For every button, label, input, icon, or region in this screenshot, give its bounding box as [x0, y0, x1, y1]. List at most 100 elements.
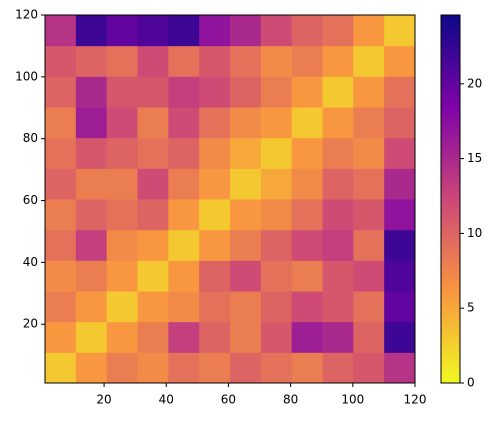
heatmap-cell [353, 15, 385, 47]
heatmap-cell [75, 168, 108, 200]
heatmap-cell [384, 199, 416, 231]
heatmap-cell [230, 137, 262, 169]
heatmap-cell [230, 260, 262, 292]
heatmap-cell [45, 107, 77, 139]
y-tick-label: 60 [23, 193, 38, 207]
heatmap-cell [353, 45, 385, 77]
heatmap-cell [75, 15, 108, 47]
heatmap-cell [199, 260, 231, 292]
heatmap-cell [384, 352, 416, 384]
heatmap-cell [45, 15, 77, 47]
heatmap-cell [230, 199, 262, 231]
heatmap-cell [353, 229, 385, 261]
heatmap-cell [45, 45, 77, 77]
heatmap-cell [199, 321, 231, 353]
heatmap-cell [45, 260, 77, 292]
heatmap-cell [106, 107, 138, 139]
heatmap-cell [353, 291, 385, 323]
heatmap-cell [230, 15, 262, 47]
heatmap-cell [75, 321, 108, 353]
heatmap-cell [260, 291, 293, 323]
heatmap-cell [260, 76, 293, 108]
heatmap-cell [75, 260, 108, 292]
colorbar-tick-label: 5 [467, 301, 475, 315]
heatmap-cell [199, 15, 231, 47]
colorbar-tick-label: 0 [467, 376, 475, 390]
heatmap-cell [384, 168, 416, 200]
heatmap-cell [75, 229, 108, 261]
y-tick-label: 20 [23, 317, 38, 331]
heatmap-cell [230, 321, 262, 353]
heatmap-cell [168, 107, 200, 139]
heatmap-cell [291, 229, 323, 261]
heatmap-cell [291, 76, 323, 108]
heatmap-cell [353, 76, 385, 108]
heatmap-cell [137, 199, 169, 231]
heatmap-cell [168, 260, 200, 292]
heatmap-cell [168, 45, 200, 77]
heatmap-cell [322, 229, 354, 261]
heatmap-cell [106, 76, 138, 108]
heatmap-cell [322, 76, 354, 108]
heatmap-cell [106, 15, 138, 47]
heatmap-cell [353, 260, 385, 292]
heatmap-cell [322, 137, 354, 169]
heatmap-cell [75, 291, 108, 323]
heatmap-cell [230, 76, 262, 108]
heatmap-cell [260, 15, 293, 47]
heatmap-cell [199, 291, 231, 323]
heatmap-cell [75, 107, 108, 139]
heatmap-cell [322, 321, 354, 353]
heatmap-cell [322, 291, 354, 323]
heatmap-cell [353, 107, 385, 139]
heatmap-cell [75, 199, 108, 231]
heatmap-cell [168, 229, 200, 261]
heatmap-cell [168, 352, 200, 384]
heatmap-cell [137, 15, 169, 47]
heatmap-cell [322, 260, 354, 292]
x-tick-label: 60 [221, 393, 236, 407]
plot-frame [44, 14, 416, 384]
x-tick-label: 40 [159, 393, 174, 407]
heatmap-cell [75, 352, 108, 384]
heatmap-cell [106, 137, 138, 169]
heatmap-cell [384, 15, 416, 47]
heatmap-cell [291, 199, 323, 231]
heatmap-cell [45, 352, 77, 384]
heatmap-cell [230, 107, 262, 139]
heatmap-cell [322, 168, 354, 200]
heatmap-cell [260, 352, 293, 384]
heatmap-cell [260, 168, 293, 200]
heatmap-cell [137, 321, 169, 353]
heatmap-cell [353, 199, 385, 231]
heatmap-cell [168, 137, 200, 169]
heatmap-cell [260, 321, 293, 353]
heatmap-cell [199, 45, 231, 77]
heatmap-cell [260, 229, 293, 261]
heatmap-cell [384, 291, 416, 323]
heatmap-cell [106, 229, 138, 261]
heatmap-cell [45, 291, 77, 323]
heatmap-cell [230, 229, 262, 261]
colorbar-tick-label: 15 [467, 151, 482, 165]
heatmap-cell [353, 321, 385, 353]
heatmap-cell [106, 45, 138, 77]
heatmap-cell [291, 137, 323, 169]
heatmap-cell [291, 168, 323, 200]
heatmap-cell [45, 199, 77, 231]
heatmap-cell [199, 352, 231, 384]
heatmap-cell [230, 291, 262, 323]
heatmap-cell [230, 45, 262, 77]
heatmap-cell [45, 168, 77, 200]
heatmap-cell [260, 45, 293, 77]
heatmap-cell [45, 321, 77, 353]
heatmap-cell [384, 76, 416, 108]
heatmap-cell [45, 76, 77, 108]
heatmap-cell [168, 15, 200, 47]
heatmap-cell [137, 291, 169, 323]
heatmap-cell [168, 321, 200, 353]
heatmap-cell [75, 76, 108, 108]
heatmap-cell [291, 291, 323, 323]
heatmap-cell [260, 199, 293, 231]
